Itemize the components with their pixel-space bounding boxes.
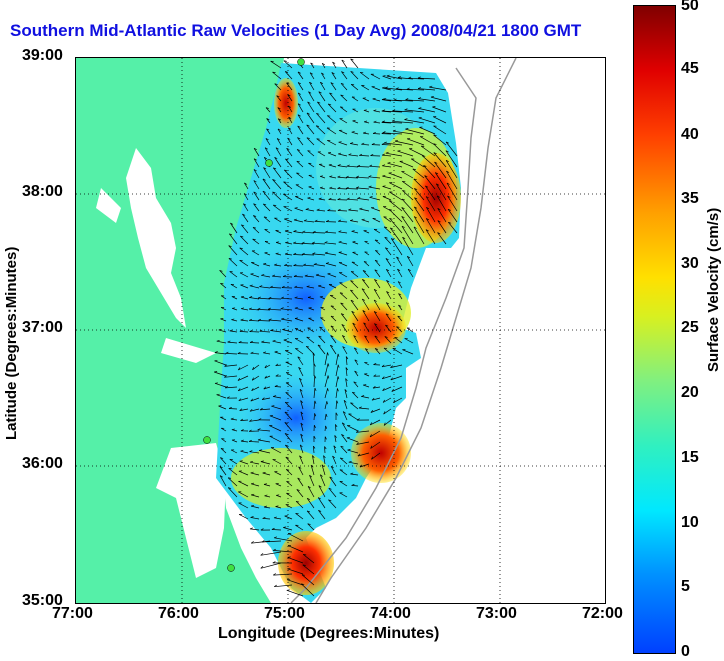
colorbar-tick-label: 30 xyxy=(681,255,699,273)
velocity-arrow-head xyxy=(339,142,342,143)
velocity-arrow xyxy=(250,343,259,344)
y-tick-label: 39:00 xyxy=(22,47,63,65)
velocity-arrow-head xyxy=(240,461,243,462)
colorbar-tick-label: 20 xyxy=(681,384,699,402)
velocity-arrow-head xyxy=(351,272,354,273)
velocity-arrow-head xyxy=(340,107,343,108)
velocity-arrow-head xyxy=(320,176,323,177)
y-tick-label: 38:00 xyxy=(22,183,63,201)
velocity-arrow xyxy=(293,255,303,256)
velocity-arrow xyxy=(351,59,358,68)
velocity-arrow-head xyxy=(288,557,291,558)
velocity-arrow-head xyxy=(331,306,334,307)
velocity-arrow-head xyxy=(215,360,218,361)
map-plot-area[interactable] xyxy=(75,57,606,604)
velocity-arrow xyxy=(329,200,336,201)
x-tick-label: 76:00 xyxy=(158,605,199,623)
velocity-arrow-head xyxy=(375,240,378,241)
velocity-arrow-head xyxy=(229,468,232,469)
colorbar-tick-label: 25 xyxy=(681,319,699,337)
colorbar-tick-label: 50 xyxy=(681,0,699,15)
velocity-arrow-head xyxy=(215,383,218,384)
colorbar-tick-label: 15 xyxy=(681,449,699,467)
colorbar-tick-label: 0 xyxy=(681,643,690,661)
x-tick-label: 75:00 xyxy=(264,605,305,623)
velocity-arrow xyxy=(269,299,281,300)
velocity-arrow-head xyxy=(284,340,287,341)
velocity-arrow-head xyxy=(339,252,342,253)
velocity-arrow-head xyxy=(217,394,220,395)
velocity-arrow xyxy=(272,530,281,531)
velocity-arrow xyxy=(382,145,391,146)
velocity-arrow-head xyxy=(364,110,367,111)
velocity-arrow xyxy=(338,189,347,190)
velocity-arrow-head xyxy=(398,151,401,152)
velocity-arrow xyxy=(313,233,325,234)
velocity-arrow-head xyxy=(317,139,320,140)
radar-site-marker xyxy=(228,565,235,572)
colorbar-tick-label: 10 xyxy=(681,514,699,532)
y-tick-label: 36:00 xyxy=(22,455,63,473)
colorbar-tick-label: 40 xyxy=(681,126,699,144)
velocity-arrow-head xyxy=(287,590,290,591)
radar-site-marker xyxy=(266,160,273,167)
y-tick-label: 37:00 xyxy=(22,319,63,337)
velocity-arrow xyxy=(338,211,347,212)
x-tick-label: 77:00 xyxy=(52,605,93,623)
velocity-arrow-head xyxy=(276,495,279,496)
velocity-arrow-head xyxy=(432,107,435,108)
velocity-arrow-head xyxy=(214,372,217,373)
colorbar xyxy=(633,5,676,654)
velocity-arrow xyxy=(249,442,259,443)
velocity-arrow xyxy=(261,563,281,568)
velocity-arrow xyxy=(373,134,380,135)
y-axis-label: Latitude (Degrees:Minutes) xyxy=(3,247,20,440)
velocity-arrow-head xyxy=(253,239,256,240)
velocity-arrow xyxy=(229,409,237,410)
velocity-arrow xyxy=(357,167,369,168)
velocity-arrow xyxy=(294,277,303,278)
x-tick-label: 74:00 xyxy=(370,605,411,623)
colorbar-tick-label: 5 xyxy=(681,578,690,596)
x-tick-label: 72:00 xyxy=(582,605,623,623)
x-axis-label: Longitude (Degrees:Minutes) xyxy=(218,625,439,643)
velocity-arrow-head xyxy=(434,135,437,136)
velocity-arrow xyxy=(346,189,358,190)
colorbar-tick-label: 35 xyxy=(681,190,699,208)
x-tick-label: 73:00 xyxy=(476,605,517,623)
velocity-arrow-head xyxy=(363,385,366,386)
radar-site-marker xyxy=(298,59,305,66)
map-title: Southern Mid-Atlantic Raw Velocities (1 … xyxy=(10,21,581,41)
velocity-arrow-head xyxy=(251,274,254,275)
velocity-arrow-head xyxy=(287,579,290,580)
velocity-arrow-head xyxy=(353,242,356,243)
velocity-arrow-head xyxy=(340,470,343,471)
colorbar-label: Surface Velocity (cm/s) xyxy=(705,208,722,372)
velocity-arrow xyxy=(275,387,281,388)
radar-site-marker xyxy=(204,437,211,444)
velocity-arrow-head xyxy=(232,308,235,309)
velocity-arrow-head xyxy=(350,403,353,404)
velocity-arrow-head xyxy=(273,72,276,73)
velocity-arrow xyxy=(302,255,314,256)
velocity-arrow xyxy=(258,321,270,322)
velocity-arrow-head xyxy=(395,337,398,338)
velocity-arrow-head xyxy=(407,138,410,139)
colorbar-tick-label: 45 xyxy=(681,60,699,78)
